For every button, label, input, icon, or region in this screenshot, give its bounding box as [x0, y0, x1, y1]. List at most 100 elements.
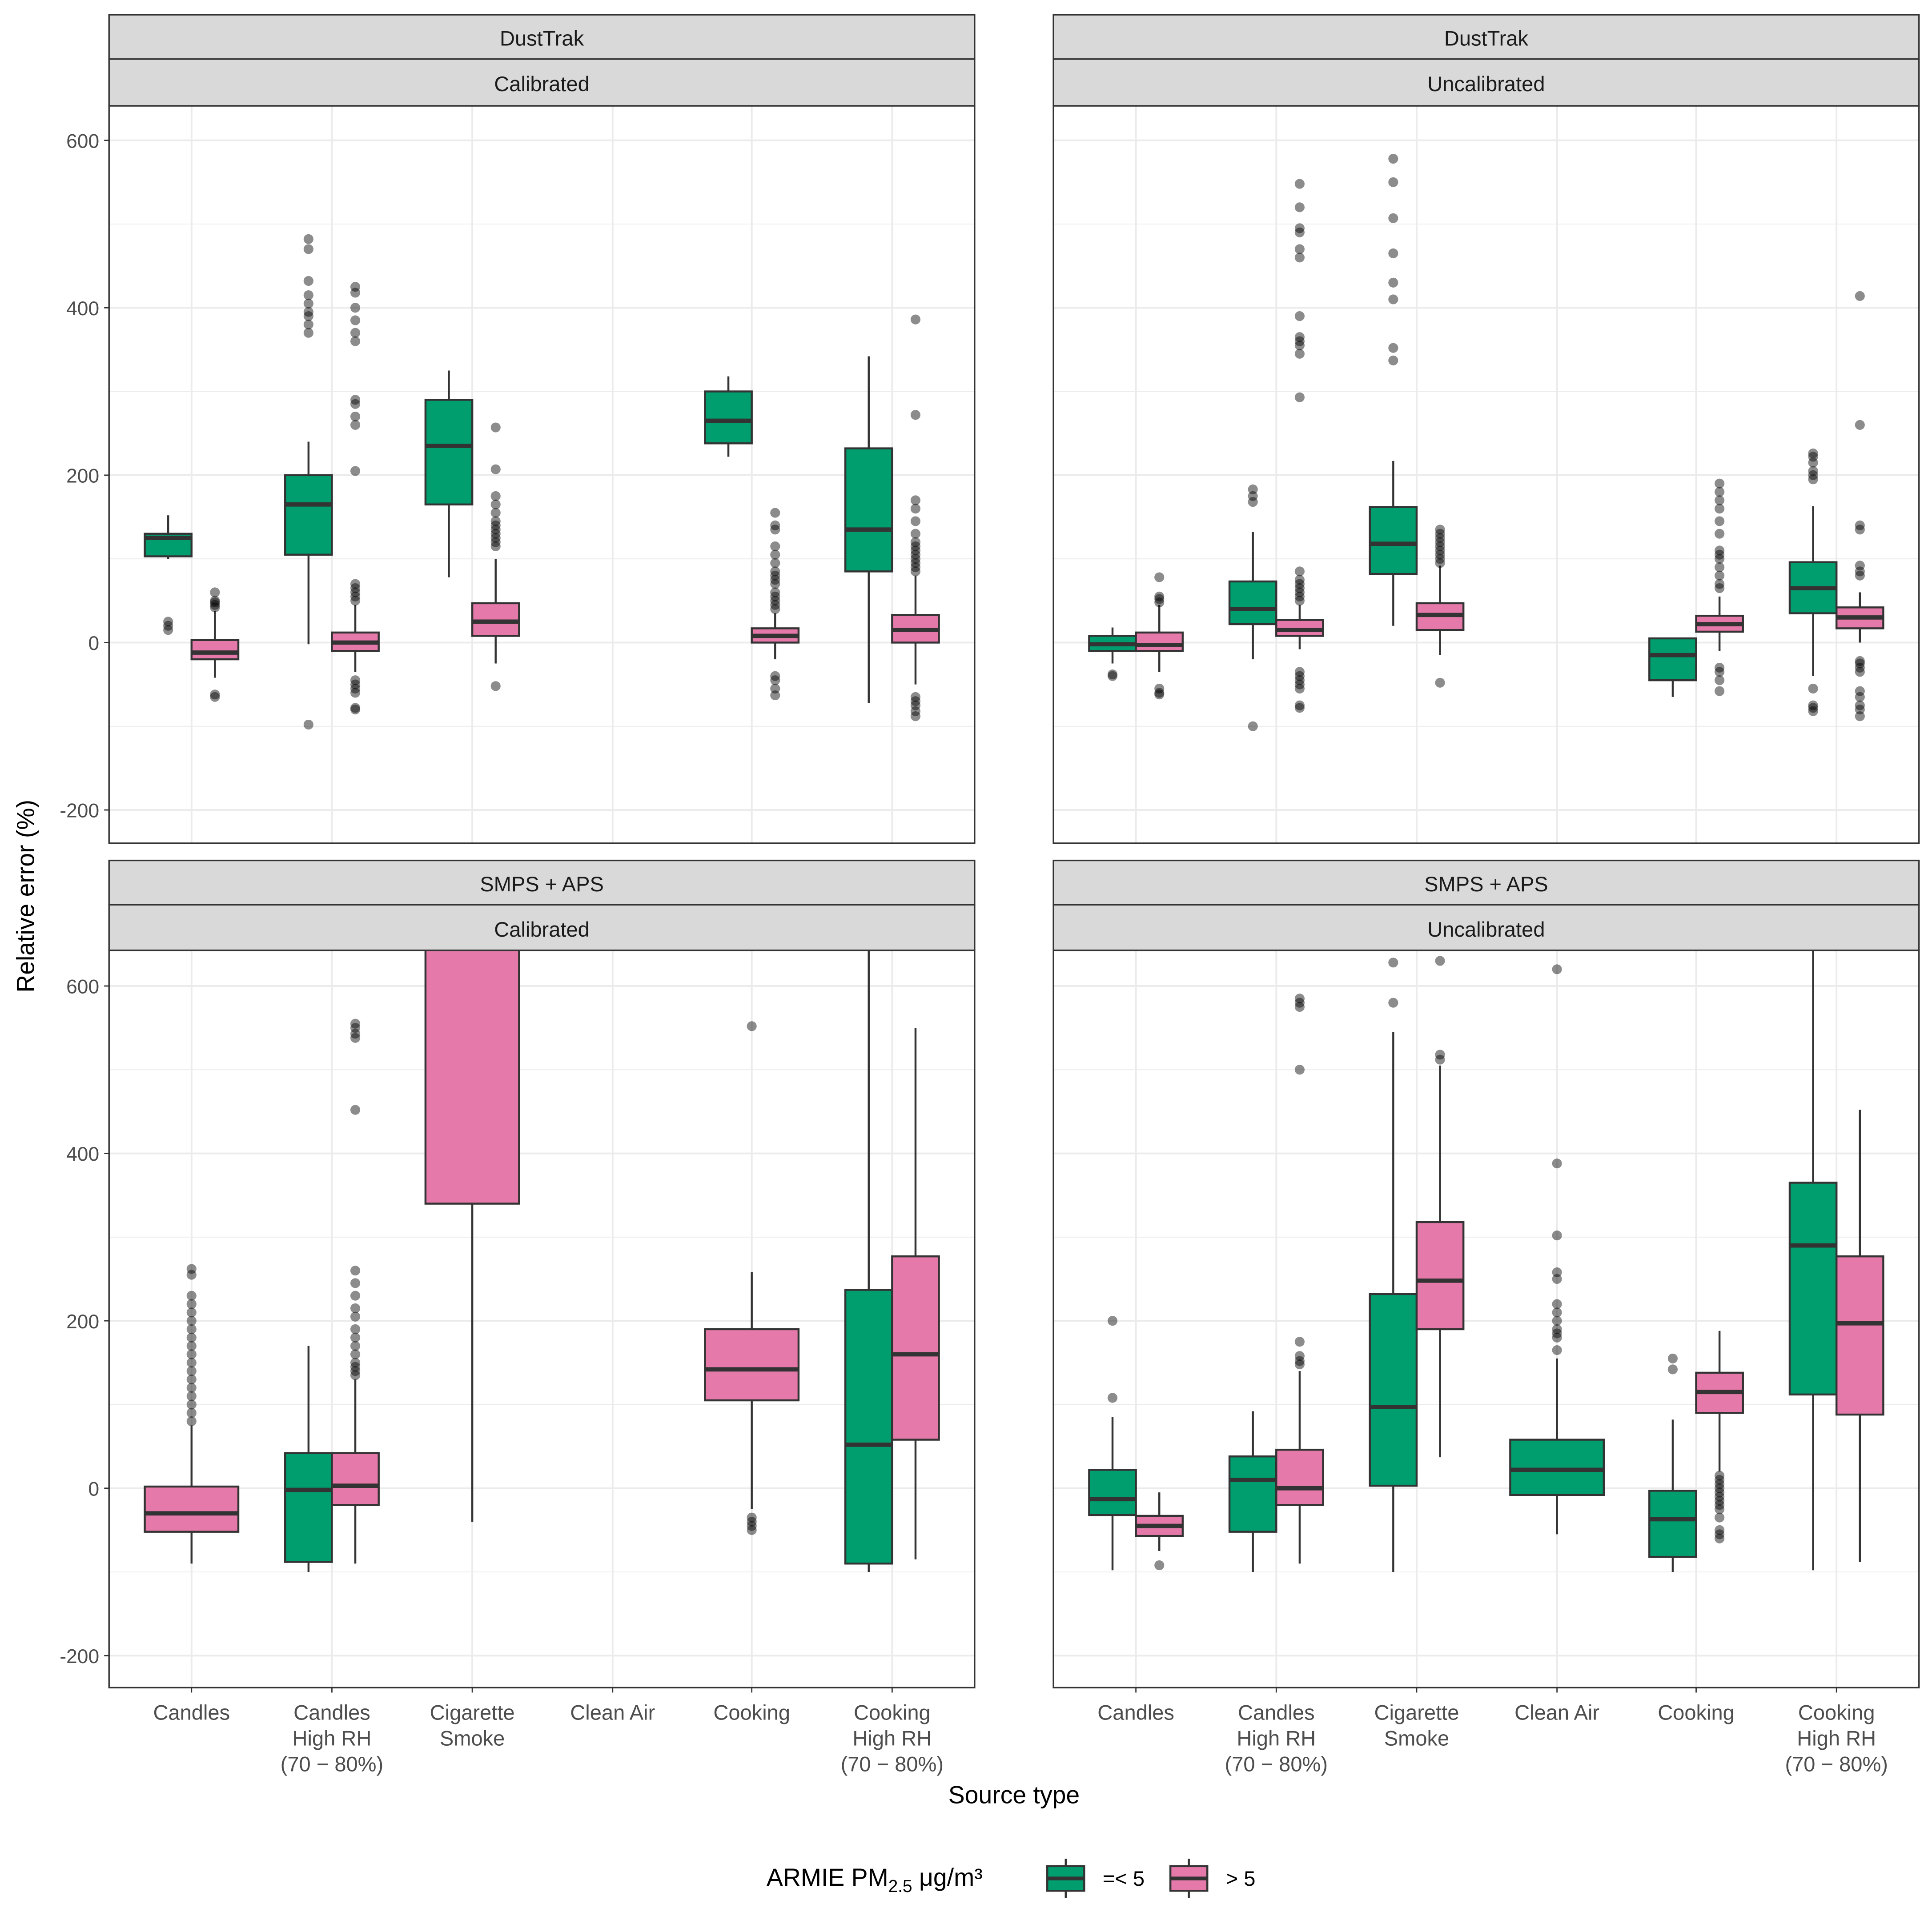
outlier-point [1388, 998, 1398, 1008]
outlier-point [303, 276, 313, 286]
outlier-point [1808, 703, 1818, 713]
outlier-point [1435, 956, 1445, 966]
outlier-point [210, 602, 220, 613]
outlier-point [490, 508, 501, 518]
facet-strip-col [1052, 58, 1920, 107]
outlier-point [1294, 1356, 1305, 1366]
outlier-point [1294, 683, 1305, 694]
outlier-point [910, 554, 921, 564]
box-5-cat4 [1695, 478, 1744, 696]
outlier-point [1248, 497, 1258, 507]
outlier-point [1248, 721, 1258, 731]
outlier-point [1855, 561, 1865, 571]
outlier-point [1107, 1393, 1118, 1403]
outlier-point [910, 410, 921, 420]
outlier-point [910, 696, 921, 706]
outlier-point [1154, 1560, 1165, 1571]
outlier-point [770, 675, 780, 685]
outlier-point [1552, 1231, 1562, 1241]
outlier-point [1435, 545, 1445, 556]
outlier-point [910, 495, 921, 505]
x-tick-label: (70 − 80%) [281, 1752, 384, 1776]
outlier-point [1388, 277, 1398, 288]
y-tick-label: 200 [66, 465, 99, 487]
outlier-point [1107, 671, 1118, 681]
box-5-cat1 [1275, 994, 1324, 1564]
outlier-point [1154, 594, 1165, 604]
outlier-point [1294, 667, 1305, 677]
outlier-point [1294, 340, 1305, 351]
outlier-point [1808, 448, 1818, 458]
outlier-point [350, 282, 361, 292]
outlier-point [186, 1416, 197, 1427]
outlier-point [1808, 470, 1818, 480]
x-tick-label: High RH [1237, 1726, 1316, 1750]
outlier-point [770, 520, 780, 530]
outlier-point [490, 520, 501, 530]
outlier-point [1715, 487, 1725, 497]
outlier-point [1667, 1364, 1678, 1375]
outlier-point [186, 1358, 197, 1368]
outlier-point [1855, 692, 1865, 702]
outlier-point [1552, 1307, 1562, 1318]
box-5-cat4 [751, 508, 800, 701]
outlier-point [350, 703, 361, 713]
outlier-point [490, 541, 501, 551]
box-iqr [844, 1289, 893, 1565]
outlier-point [1294, 392, 1305, 402]
outlier-point [770, 541, 780, 551]
outlier-point [1294, 202, 1305, 212]
outlier-point [1435, 558, 1445, 568]
box-5-cat0 [1135, 572, 1184, 700]
outlier-point [770, 558, 780, 568]
outlier-point [1294, 223, 1305, 233]
outlier-point [1715, 579, 1725, 589]
outlier-point [210, 597, 220, 608]
box-5-cat5 [891, 314, 940, 722]
outlier-point [1552, 1299, 1562, 1309]
x-tick-label: Clean Air [1514, 1700, 1599, 1724]
x-tick-label: Cigarette [1374, 1700, 1459, 1724]
outlier-point [186, 1270, 197, 1280]
panel-background [1053, 950, 1919, 1688]
outlier-point [1435, 677, 1445, 688]
outlier-point [1107, 669, 1118, 680]
outlier-point [747, 1512, 757, 1523]
box-iqr [284, 1452, 333, 1563]
outlier-point [350, 1105, 361, 1115]
y-tick-label: 0 [88, 633, 99, 654]
outlier-point [770, 671, 780, 681]
y-tick-label: -200 [60, 1646, 99, 1667]
outlier-point [1715, 529, 1725, 539]
outlier-point [1388, 958, 1398, 968]
outlier-point [1855, 704, 1865, 715]
box-iqr [1415, 1221, 1465, 1331]
outlier-point [163, 617, 173, 627]
box-iqr [1648, 637, 1697, 681]
outlier-point [1715, 675, 1725, 685]
outlier-point [1294, 311, 1305, 321]
x-tick-label: High RH [852, 1726, 932, 1750]
outlier-point [1808, 457, 1818, 468]
outlier-point [747, 1525, 757, 1535]
outlier-point [490, 525, 501, 535]
outlier-point [350, 683, 361, 694]
outlier-point [303, 244, 313, 254]
outlier-point [350, 1033, 361, 1043]
outlier-point [1294, 1065, 1305, 1075]
outlier-point [303, 298, 313, 309]
outlier-point [350, 688, 361, 698]
outlier-point [490, 529, 501, 539]
outlier-point [1855, 520, 1865, 530]
outlier-point [770, 575, 780, 585]
box-iqr [1648, 1490, 1697, 1558]
box-iqr [144, 1485, 240, 1533]
facet-strip-col [108, 58, 976, 107]
box-iqr [424, 399, 474, 505]
outlier-point [770, 690, 780, 701]
outlier-point [1855, 667, 1865, 677]
outlier-point [1552, 1332, 1562, 1343]
box-5-cat1 [1228, 484, 1277, 731]
outlier-point [186, 1264, 197, 1274]
y-tick-label: 200 [66, 1311, 99, 1333]
